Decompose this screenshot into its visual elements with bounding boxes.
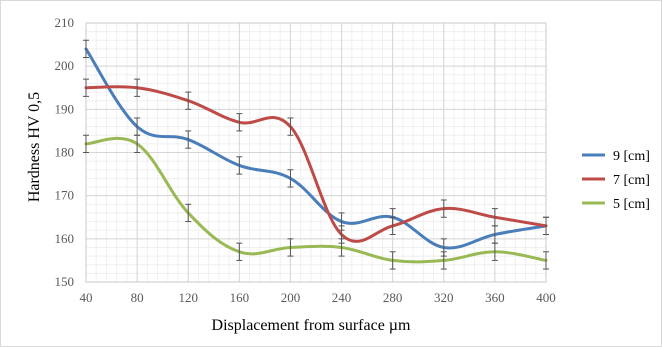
legend-item: 5 [cm]: [582, 197, 650, 212]
series-line: [84, 136, 548, 264]
series-1: [83, 39, 549, 257]
y-axis-tick-labels: 150 160 170 180 190 200 210: [55, 15, 75, 289]
x-tick-label: 400: [536, 290, 556, 305]
y-tick-label: 150: [55, 274, 75, 289]
legend-label: 5 [cm]: [613, 197, 650, 212]
y-tick-label: 160: [55, 231, 75, 246]
y-tick-label: 200: [55, 58, 75, 73]
error-bar: [236, 242, 243, 261]
legend: 9 [cm] 7 [cm] 5 [cm]: [582, 149, 650, 212]
error-bar: [440, 199, 447, 218]
x-tick-label: 280: [383, 290, 403, 305]
x-axis-title: Displacement from surface µm: [212, 317, 411, 334]
x-tick-label: 360: [485, 290, 505, 305]
error-bar: [83, 134, 89, 153]
error-bar: [389, 216, 396, 236]
x-tick-label: 240: [332, 290, 352, 305]
error-bar: [287, 169, 294, 188]
error-bar: [491, 242, 498, 261]
major-gridlines: [85, 22, 547, 283]
error-bar: [185, 203, 192, 223]
y-tick-label: 210: [55, 15, 75, 30]
error-bar: [185, 91, 192, 110]
error-bar: [83, 78, 89, 97]
y-tick-label: 180: [55, 145, 75, 160]
error-bar: [185, 130, 192, 149]
y-tick-label: 190: [55, 101, 75, 116]
y-axis-title: Hardness HV 0,5: [26, 92, 43, 202]
legend-item: 7 [cm]: [582, 173, 650, 188]
error-bar: [287, 117, 294, 136]
x-axis-tick-labels: 40 80 120 160 200 240 280 320 360 400: [80, 290, 556, 305]
x-tick-label: 200: [281, 290, 301, 305]
series-line: [84, 85, 548, 243]
series-layer: [83, 39, 549, 270]
error-bar: [543, 251, 549, 270]
legend-label: 7 [cm]: [613, 173, 650, 188]
legend-label: 9 [cm]: [613, 149, 650, 164]
x-tick-label: 80: [131, 290, 144, 305]
error-bar: [236, 113, 243, 132]
series-3: [83, 134, 549, 270]
error-bar: [389, 251, 396, 270]
error-bar: [543, 216, 549, 236]
x-tick-label: 120: [178, 290, 198, 305]
error-bar: [134, 134, 141, 153]
error-bar: [134, 78, 141, 97]
x-tick-label: 160: [230, 290, 250, 305]
y-tick-label: 170: [55, 188, 75, 203]
error-bar: [338, 238, 345, 257]
error-bar: [491, 208, 498, 227]
series-2: [83, 78, 549, 244]
series-line: [84, 47, 548, 250]
x-tick-label: 40: [80, 290, 93, 305]
error-bar: [287, 238, 294, 257]
x-tick-label: 320: [434, 290, 454, 305]
error-bar: [440, 251, 447, 270]
error-bar: [83, 39, 89, 59]
legend-item: 9 [cm]: [582, 149, 650, 164]
error-bar: [236, 156, 243, 175]
